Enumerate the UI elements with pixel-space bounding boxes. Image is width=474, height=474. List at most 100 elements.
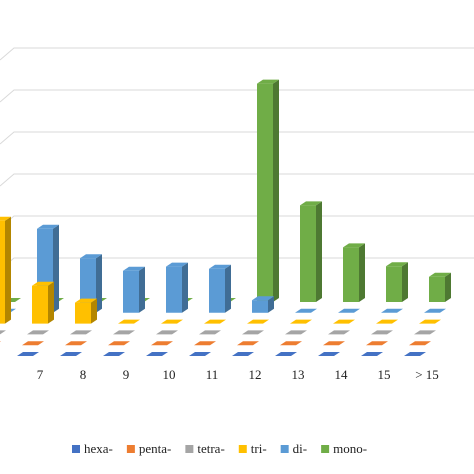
bar-flat: [419, 319, 441, 324]
bar: [199, 330, 221, 335]
bar-flat: [424, 308, 446, 313]
bar: [333, 319, 355, 324]
bar: [27, 330, 49, 335]
bar-top: [300, 201, 322, 206]
bar: [242, 330, 264, 335]
legend-label: penta-: [139, 441, 171, 456]
legend-swatch: [72, 445, 80, 453]
grid-line: [0, 47, 474, 61]
bar-flat: [232, 352, 254, 356]
bar-flat: [247, 319, 269, 324]
bar-side: [225, 264, 231, 313]
bar-side: [5, 216, 11, 324]
bar-flat: [156, 330, 178, 335]
bar-front: [123, 270, 139, 313]
bar-flat: [27, 330, 49, 335]
bar-flat: [113, 330, 135, 335]
bar-flat: [295, 308, 317, 313]
bar-flat: [404, 352, 426, 356]
x-tick-label: 15: [378, 367, 391, 382]
bar-side: [91, 298, 97, 324]
bar-side: [139, 266, 145, 313]
x-tick-label: 8: [80, 367, 87, 382]
bar: [0, 341, 1, 342]
bar: [151, 341, 173, 346]
bar-top: [32, 281, 54, 286]
bar: [285, 330, 307, 335]
bar: [280, 341, 302, 346]
grid-line: [0, 173, 474, 187]
bar-side: [316, 201, 322, 302]
bar-side: [402, 262, 408, 302]
bar-flat: [146, 352, 168, 356]
bar-flat: [108, 341, 130, 346]
bar-flat: [328, 330, 350, 335]
bar: [204, 319, 226, 324]
bar-top: [257, 79, 279, 84]
bar-flat: [280, 341, 302, 346]
bar: [386, 262, 408, 302]
bar-flat: [17, 352, 39, 356]
bar-front: [252, 300, 268, 313]
bar: [65, 341, 87, 346]
bar-front: [75, 302, 91, 324]
bar: [60, 352, 82, 356]
bar-flat: [338, 308, 360, 313]
bar: [247, 319, 269, 324]
bar: [328, 330, 350, 335]
bar: [70, 330, 92, 335]
bar: [318, 352, 340, 356]
bar-top: [80, 254, 102, 259]
bar-flat: [189, 352, 211, 356]
bar-front: [429, 276, 445, 302]
bar-flat: [161, 319, 183, 324]
bar: [75, 298, 97, 324]
bar: [32, 281, 54, 324]
bar-flat: [237, 341, 259, 346]
bar-top: [0, 216, 11, 221]
bar-front: [300, 205, 316, 302]
bar-flat: [333, 319, 355, 324]
grid-line: [0, 131, 474, 145]
legend-swatch: [321, 445, 330, 453]
bar: [295, 308, 317, 313]
bar: [404, 352, 426, 356]
bar: [189, 352, 211, 356]
bar-front: [166, 266, 182, 313]
bar-top: [429, 272, 451, 277]
bar-flat: [151, 341, 173, 346]
legend-swatch: [126, 445, 135, 453]
bar-front: [0, 220, 5, 324]
legend-swatch: [280, 445, 289, 453]
bar-flat: [290, 319, 312, 324]
bar: [113, 330, 135, 335]
bar: [146, 352, 168, 356]
bar: [323, 341, 345, 346]
legend-label: di-: [293, 441, 307, 456]
bar-side: [96, 254, 102, 313]
bar-flat: [409, 341, 431, 346]
legend-label: tri-: [251, 441, 267, 456]
bar: [0, 216, 11, 324]
bar: [161, 319, 183, 324]
bar-flat: [22, 341, 44, 346]
bar-flat: [323, 341, 345, 346]
legend-swatch: [238, 445, 247, 453]
grid-line: [0, 215, 474, 229]
bar-top: [252, 296, 274, 301]
bar-flat: [275, 352, 297, 356]
bar-flat: [318, 352, 340, 356]
bar-top: [37, 224, 59, 229]
bar-flat: [60, 352, 82, 356]
bar-side: [359, 243, 365, 302]
x-tick-label: 10: [163, 367, 176, 382]
legend-swatch: [185, 445, 194, 453]
bar: [123, 266, 145, 313]
bar: [237, 341, 259, 346]
bar-flat: [0, 341, 1, 342]
bar-flat: [366, 341, 388, 346]
bar: [108, 341, 130, 346]
bar: [118, 319, 140, 324]
bar-side: [268, 296, 274, 313]
bar-side: [445, 272, 451, 302]
